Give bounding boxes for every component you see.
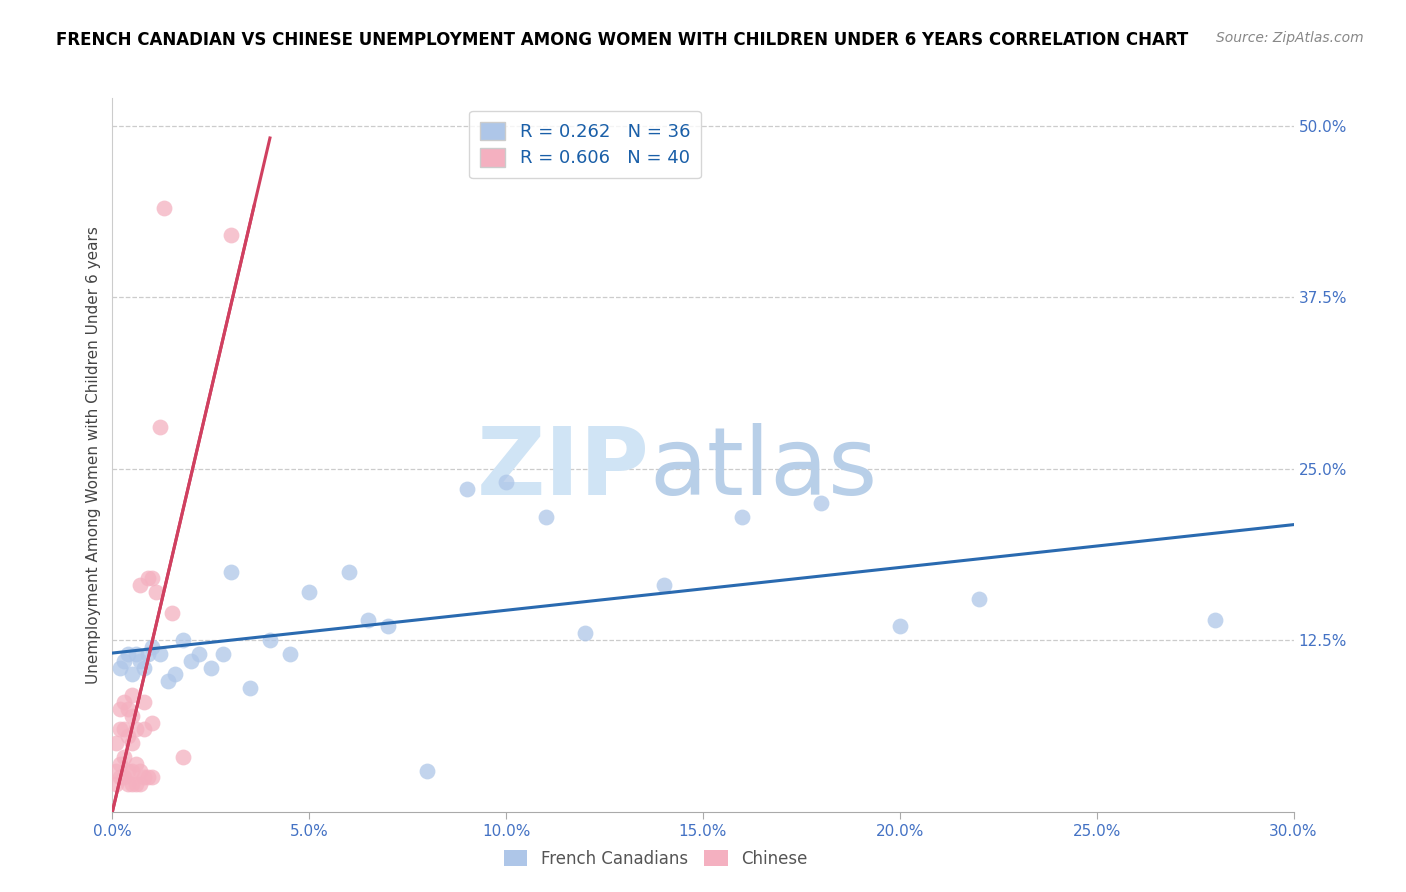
Point (141, 640, 163, 654)
Point (112, 695, 135, 709)
Point (534, 509, 557, 524)
Point (129, 764, 152, 778)
Point (180, 654, 202, 668)
Point (239, 681, 262, 696)
Point (416, 764, 439, 778)
Point (377, 619, 399, 633)
Point (259, 633, 281, 648)
Point (110, 702, 132, 716)
Point (172, 633, 194, 648)
Point (132, 695, 155, 709)
Point (967, 592, 990, 607)
Point (132, 771, 155, 785)
Point (810, 496, 832, 510)
Point (456, 482, 478, 496)
Legend: French Canadians, Chinese: French Canadians, Chinese (498, 844, 814, 875)
Point (117, 729, 139, 743)
Point (136, 571, 159, 585)
Point (110, 756, 132, 771)
Text: Source: ZipAtlas.com: Source: ZipAtlas.com (1216, 31, 1364, 45)
Point (495, 475, 517, 490)
Point (117, 647, 139, 661)
Y-axis label: Unemployment Among Women with Children Under 6 years: Unemployment Among Women with Children U… (86, 226, 101, 684)
Point (165, 667, 187, 681)
Point (149, 647, 172, 661)
Text: ZIP: ZIP (477, 423, 650, 516)
Point (112, 654, 135, 668)
Point (141, 715, 163, 730)
Point (129, 777, 152, 791)
Point (357, 613, 380, 627)
Point (117, 777, 139, 791)
Point (141, 771, 163, 785)
Point (219, 565, 242, 579)
Point (125, 777, 148, 791)
Point (110, 660, 132, 674)
Point (211, 647, 233, 661)
Point (121, 667, 143, 681)
Text: FRENCH CANADIAN VS CHINESE UNEMPLOYMENT AMONG WOMEN WITH CHILDREN UNDER 6 YEARS : FRENCH CANADIAN VS CHINESE UNEMPLOYMENT … (56, 31, 1188, 49)
Point (132, 723, 155, 737)
Point (337, 565, 360, 579)
Point (141, 571, 163, 585)
Point (121, 777, 143, 791)
Point (129, 578, 152, 592)
Point (652, 578, 675, 592)
Point (110, 723, 132, 737)
Point (219, 228, 242, 243)
Point (121, 764, 143, 778)
Point (152, 201, 174, 215)
Point (110, 771, 132, 785)
Point (105, 764, 128, 778)
Point (129, 654, 152, 668)
Point (125, 647, 148, 661)
Point (172, 749, 194, 764)
Point (132, 660, 155, 674)
Point (188, 647, 211, 661)
Point (136, 647, 159, 661)
Point (160, 606, 183, 620)
Point (112, 723, 135, 737)
Point (105, 736, 128, 750)
Point (278, 647, 301, 661)
Point (731, 509, 754, 524)
Point (298, 585, 321, 599)
Point (125, 756, 148, 771)
Point (117, 702, 139, 716)
Point (121, 688, 143, 702)
Point (156, 674, 179, 689)
Point (105, 777, 128, 791)
Point (889, 619, 911, 633)
Point (121, 708, 143, 723)
Point (125, 723, 148, 737)
Point (145, 585, 167, 599)
Point (1204, 613, 1226, 627)
Point (149, 420, 172, 434)
Point (117, 764, 139, 778)
Point (200, 660, 222, 674)
Point (121, 736, 143, 750)
Point (112, 749, 135, 764)
Point (574, 626, 596, 640)
Point (136, 771, 159, 785)
Point (112, 771, 135, 785)
Text: atlas: atlas (650, 423, 879, 516)
